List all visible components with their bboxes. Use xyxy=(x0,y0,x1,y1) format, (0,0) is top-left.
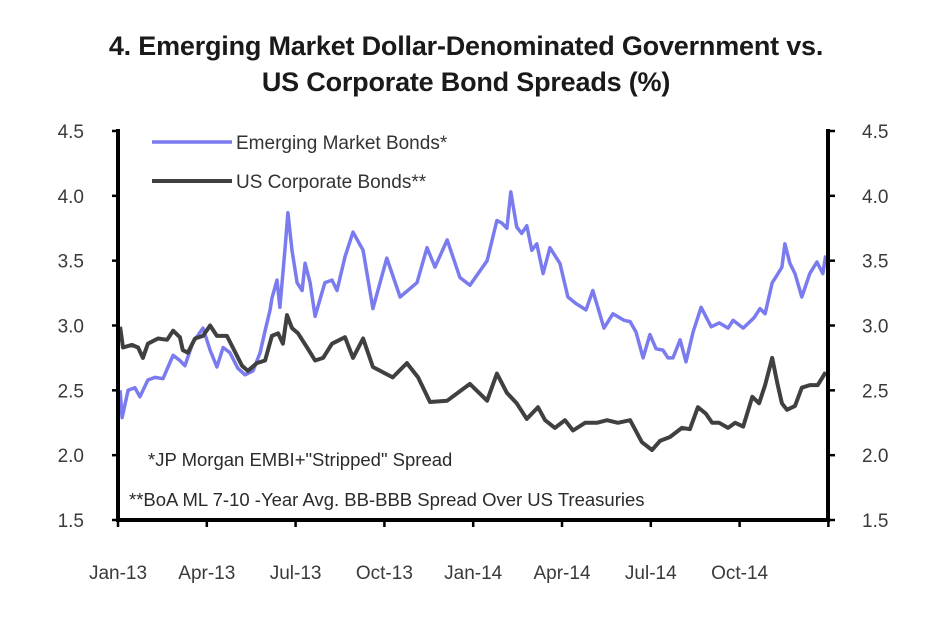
right-y-tick-label: 3.5 xyxy=(862,252,888,273)
x-tick-label: Oct-13 xyxy=(356,563,413,584)
left-y-tick-label: 3.5 xyxy=(58,252,84,273)
left-y-tick-label: 4.5 xyxy=(58,122,84,143)
left-y-tick-label: 3.0 xyxy=(58,317,84,338)
right-y-tick-label: 4.0 xyxy=(862,187,888,208)
left-y-axis-ticks: 1.5 2.0 2.5 3.0 3.5 4.0 4.5 xyxy=(58,122,118,532)
x-tick-label: Jul-14 xyxy=(625,563,677,584)
series-layer xyxy=(118,190,828,452)
left-y-tick-label: 1.5 xyxy=(58,511,84,532)
right-y-tick-label: 2.5 xyxy=(862,381,888,402)
footnotes: *JP Morgan EMBI+"Stripped" Spread **BoA … xyxy=(129,449,645,510)
chart-title-line-2: US Corporate Bond Spreads (%) xyxy=(261,67,671,97)
x-tick-label: Jul-13 xyxy=(270,563,322,584)
legend: Emerging Market Bonds* US Corporate Bond… xyxy=(152,133,448,193)
x-axis-ticks: Jan-13 Apr-13 Jul-13 Oct-13 Jan-14 Apr-14 Jul-… xyxy=(89,520,830,584)
x-tick-label: Oct-14 xyxy=(711,563,768,584)
chart-title-line-1: 4. Emerging Market Dollar-Denominated Go… xyxy=(108,31,824,61)
footnote-emerging-market-source: *JP Morgan EMBI+"Stripped" Spread xyxy=(148,449,452,470)
right-y-tick-label: 3.0 xyxy=(862,317,888,338)
series-line-emerging-market xyxy=(118,190,828,420)
left-y-tick-label: 4.0 xyxy=(58,187,84,208)
right-y-tick-label: 2.0 xyxy=(862,446,888,467)
footnote-us-corporate-source: **BoA ML 7-10 -Year Avg. BB-BBB Spread O… xyxy=(129,489,645,510)
x-tick-label: Jan-13 xyxy=(89,563,147,584)
right-y-tick-label: 4.5 xyxy=(862,122,888,143)
right-y-axis-ticks: 1.5 2.0 2.5 3.0 3.5 4.0 4.5 xyxy=(828,122,888,532)
x-tick-label: Apr-14 xyxy=(533,563,590,584)
chart-title: 4. Emerging Market Dollar-Denominated Go… xyxy=(0,28,932,100)
x-tick-label: Jan-14 xyxy=(444,563,503,584)
right-y-tick-label: 1.5 xyxy=(862,511,888,532)
left-y-tick-label: 2.5 xyxy=(58,381,84,402)
x-tick-label: Apr-13 xyxy=(178,563,235,584)
series-line-us-corporate xyxy=(118,313,828,452)
legend-label-us-corporate: US Corporate Bonds** xyxy=(236,172,427,193)
legend-label-emerging-market: Emerging Market Bonds* xyxy=(236,133,448,154)
left-y-tick-label: 2.0 xyxy=(58,446,84,467)
